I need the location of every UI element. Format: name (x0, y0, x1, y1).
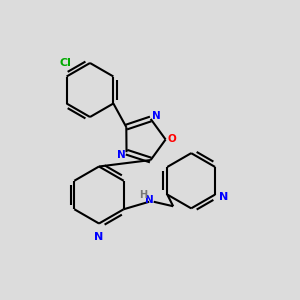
Text: O: O (168, 134, 177, 144)
Text: N: N (146, 195, 154, 205)
Text: N: N (219, 192, 228, 202)
Text: N: N (117, 150, 125, 160)
Text: Cl: Cl (59, 58, 71, 68)
Text: H: H (139, 190, 147, 200)
Text: N: N (94, 232, 103, 242)
Text: N: N (152, 111, 161, 121)
